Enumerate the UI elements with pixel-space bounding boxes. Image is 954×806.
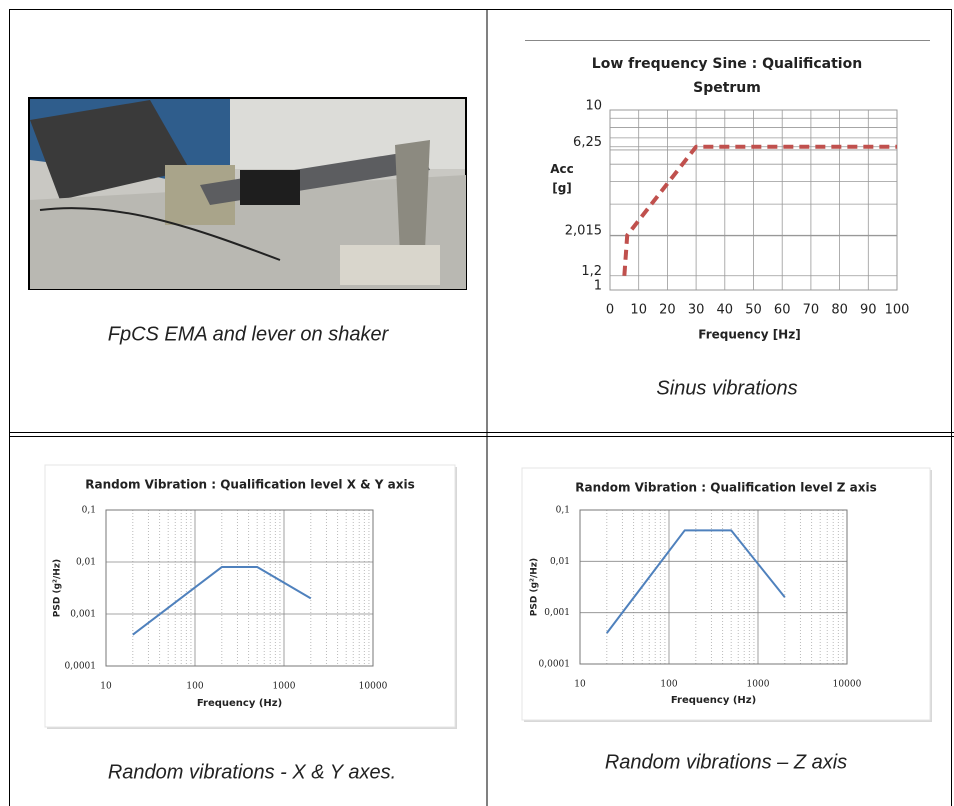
y-axis-label-box: Acc [g]	[545, 160, 579, 204]
y-tick-label: 0,0001	[539, 660, 571, 670]
y-axis-label: PSD (g²/Hz)	[53, 559, 63, 617]
chart-title-box: Low frequency Sine : Qualification Spetr…	[590, 52, 864, 102]
y-tick-label: 0,001	[70, 610, 96, 620]
x-tick-label: 10	[100, 682, 112, 692]
x-tick-label: 100	[885, 303, 910, 318]
x-tick-label: 50	[745, 303, 762, 318]
photo	[29, 98, 466, 289]
x-tick-label: 10000	[833, 680, 862, 690]
y-tick-label: 1	[594, 279, 602, 294]
chart-title: Random Vibration : Qualification level Z…	[575, 481, 876, 495]
y-tick-label: 0,01	[550, 557, 570, 567]
x-tick-label: 90	[860, 303, 877, 318]
x-tick-label: 100	[186, 682, 203, 692]
caption: FpCS EMA and lever on shaker	[108, 323, 390, 345]
y-tick-label: 0,1	[82, 506, 96, 516]
document: FpCS EMA and lever on shaker Sinus vibra…	[0, 0, 954, 806]
y-tick-label: 0,0001	[65, 662, 97, 672]
x-axis-label: Frequency (Hz)	[671, 695, 756, 706]
y-axis-label: PSD (g²/Hz)	[530, 558, 540, 616]
x-axis-label: Frequency (Hz)	[197, 698, 282, 709]
x-tick-label: 30	[688, 303, 705, 318]
caption: Random vibrations - X & Y axes.	[108, 761, 396, 783]
x-tick-label: 40	[717, 303, 734, 318]
chart-title: Random Vibration : Qualification level X…	[85, 478, 415, 492]
y-tick-label: 1,2	[581, 264, 602, 279]
x-tick-label: 20	[659, 303, 676, 318]
y-tick-label: 0,01	[76, 558, 96, 568]
page: FpCS EMA and lever on shaker Sinus vibra…	[0, 0, 954, 806]
data-line	[624, 147, 897, 276]
x-tick-label: 10	[630, 303, 647, 318]
y-tick-label: 2,015	[565, 224, 602, 239]
x-tick-label: 100	[660, 680, 677, 690]
x-tick-label: 80	[831, 303, 848, 318]
y-tick-label: 0,1	[556, 506, 570, 516]
y-tick-label: 0,001	[544, 608, 570, 618]
x-axis-label: Frequency [Hz]	[698, 328, 800, 342]
x-tick-label: 0	[606, 303, 614, 318]
x-tick-label: 60	[774, 303, 791, 318]
x-tick-label: 1000	[273, 682, 296, 692]
x-tick-label: 10	[574, 680, 586, 690]
caption: Sinus vibrations	[656, 377, 797, 399]
caption: Random vibrations – Z axis	[605, 751, 847, 773]
x-tick-label: 10000	[359, 682, 388, 692]
chart-title: Low frequency Sine : Qualification Spetr…	[590, 52, 864, 100]
x-tick-label: 70	[803, 303, 820, 318]
x-tick-label: 1000	[747, 680, 770, 690]
y-axis-label: Acc [g]	[545, 160, 579, 198]
y-tick-label: 6,25	[573, 135, 602, 150]
